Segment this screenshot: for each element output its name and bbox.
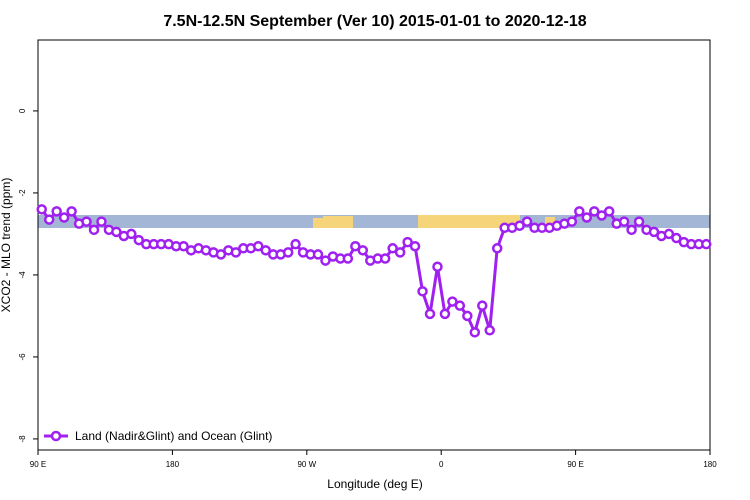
data-point [521, 216, 533, 227]
surface-band [38, 215, 710, 228]
data-point [394, 247, 406, 258]
data-point [603, 206, 615, 217]
y-tick-label: -6 [18, 353, 27, 361]
data-point [417, 286, 428, 297]
data-point [66, 206, 77, 217]
data-point [424, 308, 436, 320]
data-point [447, 296, 458, 307]
data-point [282, 247, 294, 258]
data-point [596, 210, 607, 221]
data-point [671, 232, 682, 244]
data-point [574, 206, 585, 217]
data-point [484, 325, 495, 336]
ocean-band [38, 215, 710, 228]
data-point [290, 238, 301, 250]
land-band [313, 218, 323, 228]
y-tick-label: -4 [18, 271, 27, 279]
data-point [342, 253, 354, 264]
data-point [215, 249, 227, 260]
x-tick-label: 90 W [297, 460, 316, 469]
y-tick-label: -2 [18, 189, 27, 197]
data-point [618, 216, 630, 227]
legend-marker [50, 430, 62, 442]
data-point [454, 300, 466, 311]
x-axis-label: Longitude (deg E) [327, 477, 422, 491]
data-point [111, 226, 122, 238]
data-point [43, 214, 55, 225]
x-tick-label: 180 [703, 460, 717, 469]
data-point [432, 261, 443, 272]
data-point [491, 243, 503, 254]
data-point [387, 243, 398, 254]
data-point [88, 224, 100, 236]
data-point [402, 236, 413, 248]
x-tick-label: 180 [166, 460, 180, 469]
x-tick-label: 90 E [30, 460, 46, 469]
land-band [323, 216, 353, 228]
data-point [51, 206, 62, 217]
legend-label: Land (Nadir&Glint) and Ocean (Glint) [75, 429, 272, 443]
y-tick-label: -8 [18, 435, 27, 443]
data-point [126, 228, 137, 240]
data-point [350, 240, 361, 252]
data-point [462, 310, 473, 322]
data-point [633, 216, 645, 227]
data-point [701, 238, 712, 250]
data-point [253, 240, 264, 252]
data-point [514, 220, 525, 231]
data-point [469, 327, 481, 338]
data-point [566, 216, 578, 227]
y-axis-label: XCO2 - MLO trend (ppm) [0, 178, 13, 313]
land-band [545, 217, 555, 228]
data-point [357, 245, 369, 256]
data-point [439, 308, 451, 320]
chart-title: 7.5N-12.5N September (Ver 10) 2015-01-01… [163, 13, 586, 30]
data-point [58, 212, 70, 223]
data-point [409, 240, 421, 252]
y-tick-label: 0 [18, 108, 27, 113]
data-point [477, 300, 488, 311]
data-point [260, 245, 271, 256]
land-band [418, 215, 520, 228]
data-point [626, 224, 637, 236]
data-point [648, 226, 660, 238]
data-point [589, 206, 600, 217]
data-point [230, 247, 242, 258]
x-tick-label: 90 E [567, 460, 583, 469]
data-point [312, 249, 324, 260]
data-point [36, 204, 47, 215]
data-point [379, 253, 391, 264]
data-point [320, 255, 331, 266]
data-point [96, 216, 107, 227]
data-point [81, 216, 92, 227]
x-tick-label: 0 [439, 460, 444, 469]
data-point [178, 240, 189, 252]
data-point [133, 234, 145, 246]
data-point [663, 228, 675, 240]
data-point [581, 212, 593, 223]
